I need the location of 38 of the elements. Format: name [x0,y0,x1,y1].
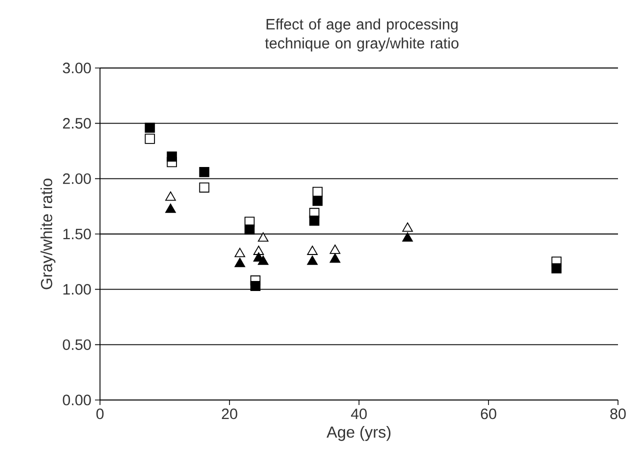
y-tick-label: 0.50 [62,339,91,350]
point [165,191,176,201]
point [402,222,413,232]
y-tick-label: 0.00 [62,394,91,406]
y-tick-label: 2.00 [63,173,91,184]
point [551,263,562,274]
point [234,248,246,258]
x-tick-label: 40 [351,408,367,420]
point [312,196,323,206]
point [144,134,155,144]
chart-title: Effect of age and processing technique on gray/white ratio [265,18,458,52]
x-tick-label: 80 [610,408,626,420]
x-tick-label: 20 [222,408,238,420]
y-tick-label: 1.50 [63,228,91,240]
point [307,246,318,255]
point [309,216,320,226]
point [144,122,155,133]
x-tick-label: 60 [480,408,496,420]
point [330,244,340,254]
point [199,166,210,178]
point [253,246,264,255]
point [402,232,413,242]
y-tick-label: 1.00 [63,284,91,295]
y-tick-label: 3.00 [62,62,91,74]
y-axis-title: Gray/white ratio [40,178,56,290]
point [258,256,268,265]
x-axis-title: Age (yrs) [326,426,390,441]
point [199,182,210,193]
point [258,232,268,242]
point [165,204,176,213]
point [330,253,340,263]
x-tick-label: 0 [96,408,104,420]
y-tick-label: 2.50 [63,118,91,129]
point [234,258,246,268]
point [166,151,177,162]
point [250,280,260,292]
point [307,256,318,265]
point [244,224,255,235]
